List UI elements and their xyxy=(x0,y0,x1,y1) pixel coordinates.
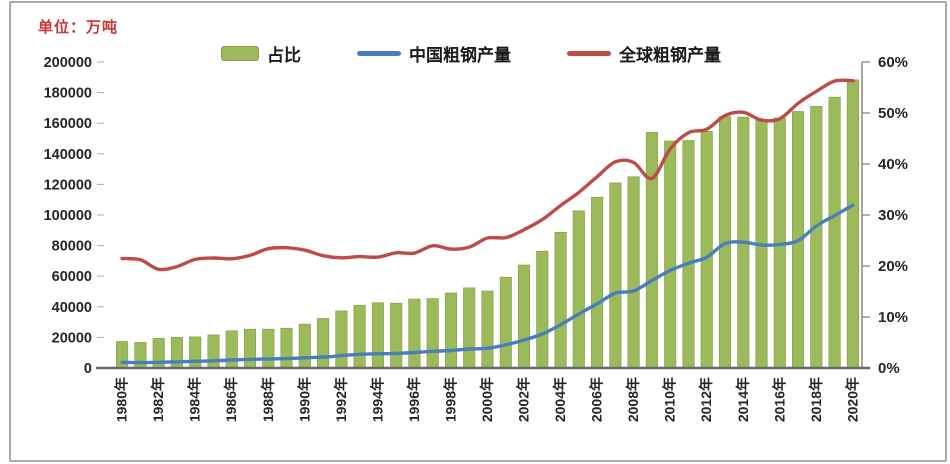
ratio-bar-2012 xyxy=(700,131,713,369)
ratio-bar-2005 xyxy=(572,210,585,369)
right-axis-label: 0% xyxy=(878,360,900,377)
global-steel-line xyxy=(120,78,855,272)
ratio-bar-2006 xyxy=(591,196,604,369)
ratio-bar-1995 xyxy=(390,302,403,369)
legend-item-global: 全球粗钢产量 xyxy=(567,41,721,66)
ratio-bar-1992 xyxy=(335,310,348,369)
global-line-swatch-icon xyxy=(567,50,611,56)
x-axis-label-1990: 1990年 xyxy=(296,377,312,422)
x-axis-label-2014: 2014年 xyxy=(735,377,751,422)
ratio-bar-2010 xyxy=(664,140,677,369)
x-axis-label-1984: 1984年 xyxy=(187,377,203,422)
x-axis-label-2004: 2004年 xyxy=(552,377,568,422)
right-axis-label: 60% xyxy=(878,54,908,71)
left-axis-label: 60000 xyxy=(52,269,92,285)
ratio-bar-1999 xyxy=(463,287,476,369)
ratio-bar-1991 xyxy=(317,318,330,369)
x-axis-label-2002: 2002年 xyxy=(516,377,532,422)
x-axis-label-1994: 1994年 xyxy=(369,377,385,422)
ratio-bar-swatch-icon xyxy=(221,45,259,61)
legend-item-china: 中国粗钢产量 xyxy=(357,41,511,66)
x-axis-label-2008: 2008年 xyxy=(625,377,641,422)
ratio-bar-1984 xyxy=(189,336,202,369)
ratio-bar-2008 xyxy=(627,176,640,369)
ratio-bar-2002 xyxy=(517,264,531,369)
china-steel-line xyxy=(120,203,855,365)
left-axis-label: 140000 xyxy=(44,147,92,163)
right-axis-label: 30% xyxy=(878,207,908,224)
ratio-bar-2004 xyxy=(554,231,567,369)
ratio-bar-1990 xyxy=(298,323,311,369)
x-axis-label-2000: 2000年 xyxy=(479,377,495,422)
ratio-bar-2018 xyxy=(810,106,823,369)
legend-item-ratio: 占比 xyxy=(221,41,301,66)
ratio-bar-2020 xyxy=(846,79,859,369)
ratio-bar-1985 xyxy=(207,334,220,369)
ratio-bar-1988 xyxy=(262,328,275,369)
x-axis-label-1986: 1986年 xyxy=(223,377,239,422)
x-axis-label-1982: 1982年 xyxy=(150,377,166,422)
left-axis-label: 200000 xyxy=(44,55,92,71)
x-axis-label-1998: 1998年 xyxy=(442,377,458,422)
x-axis-label-2016: 2016年 xyxy=(771,377,787,422)
ratio-bar-1996 xyxy=(408,298,421,369)
legend-label-global: 全球粗钢产量 xyxy=(619,45,721,65)
chart-card xyxy=(9,1,947,462)
left-axis-label: 160000 xyxy=(44,116,92,132)
left-axis-label: 40000 xyxy=(52,300,92,316)
china-line-swatch-icon xyxy=(357,50,401,56)
x-axis-label-1980: 1980年 xyxy=(114,377,130,422)
x-axis-label-2018: 2018年 xyxy=(808,377,824,422)
ratio-bar-2019 xyxy=(828,96,841,369)
right-axis-label: 20% xyxy=(878,258,908,275)
ratio-bar-1994 xyxy=(371,302,384,369)
x-axis-label-1992: 1992年 xyxy=(333,377,349,422)
left-axis-label: 120000 xyxy=(44,177,92,193)
x-axis-label-2006: 2006年 xyxy=(589,377,605,422)
ratio-bar-2000 xyxy=(481,290,494,369)
ratio-bar-1987 xyxy=(243,328,257,369)
ratio-bar-2003 xyxy=(536,250,549,369)
ratio-bar-1998 xyxy=(444,292,458,369)
left-axis-label: 180000 xyxy=(44,86,92,102)
left-axis-label: 80000 xyxy=(52,239,92,255)
unit-label: 单位：万吨 xyxy=(38,19,119,36)
legend-label-china: 中国粗钢产量 xyxy=(409,45,511,65)
left-axis-label: 20000 xyxy=(52,330,92,346)
x-axis-label-1988: 1988年 xyxy=(260,377,276,422)
ratio-bar-2009 xyxy=(645,132,658,369)
ratio-bar-2001 xyxy=(499,276,512,369)
ratio-bar-2011 xyxy=(682,140,695,369)
legend-label-ratio: 占比 xyxy=(267,45,301,65)
x-axis-label-2020: 2020年 xyxy=(844,377,860,422)
x-axis-label-2012: 2012年 xyxy=(698,377,714,422)
legend: 占比 中国粗钢产量 全球粗钢产量 xyxy=(221,41,721,65)
ratio-bar-1993 xyxy=(353,304,366,369)
right-axis-label: 50% xyxy=(878,105,908,122)
ratio-bar-1997 xyxy=(426,298,439,369)
right-axis-label: 40% xyxy=(878,156,908,173)
right-axis-label: 10% xyxy=(878,309,908,326)
left-axis-label: 100000 xyxy=(44,208,92,224)
x-axis-label-1996: 1996年 xyxy=(406,377,422,422)
x-axis-label-2010: 2010年 xyxy=(662,377,678,422)
left-axis-label: 0 xyxy=(84,361,92,377)
ratio-bar-1989 xyxy=(280,327,293,369)
ratio-bar-2007 xyxy=(609,182,622,369)
ratio-bar-1986 xyxy=(225,330,238,369)
